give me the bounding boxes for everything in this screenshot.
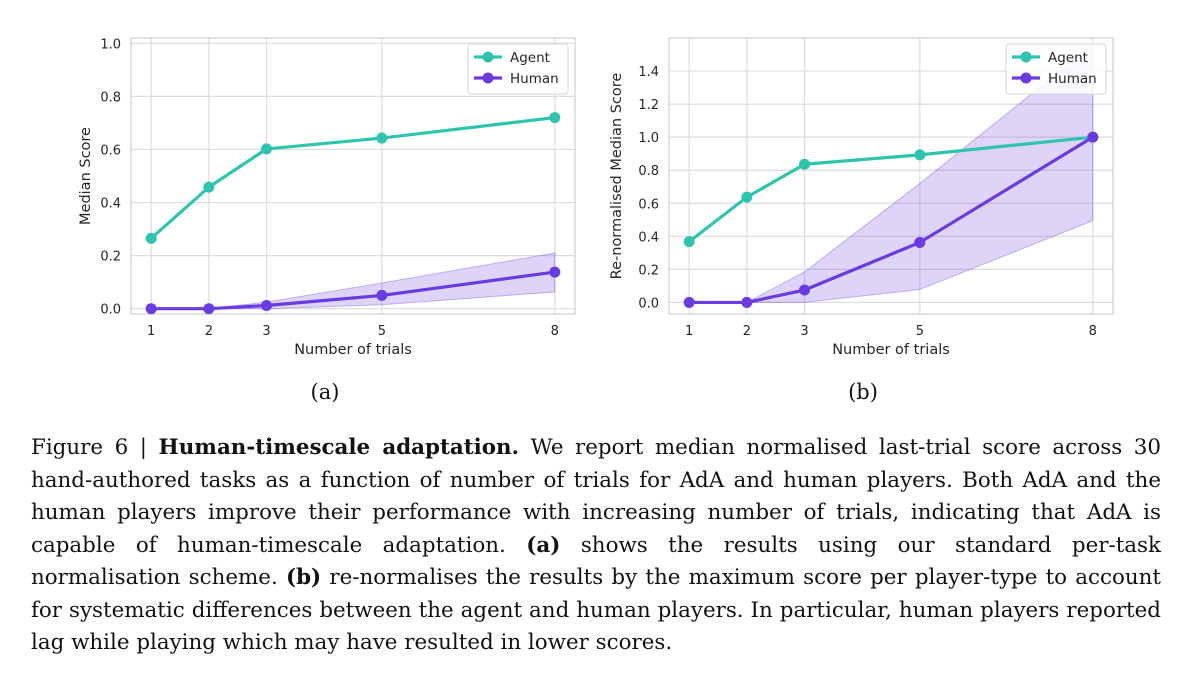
caption-text-2: shows the results using our standard per…	[31, 532, 1161, 591]
legend: Agent Human	[467, 43, 569, 95]
data-point-human	[741, 296, 753, 308]
caption-title: Human-timescale adaptation.	[158, 435, 520, 460]
legend-label-human: Human	[1048, 71, 1097, 87]
data-point-agent	[914, 149, 926, 161]
x-tick-label: 3	[262, 324, 270, 339]
y-axis-label: Re-normalised Median Score	[609, 73, 625, 280]
legend-marker-agent	[482, 51, 494, 63]
caption-text-3: re-normalises the results by the maximum…	[31, 565, 1162, 655]
x-tick-label: 3	[800, 324, 808, 339]
x-tick-label: 2	[205, 324, 213, 339]
legend-label-human: Human	[510, 71, 559, 87]
y-tick-label: 0.6	[100, 143, 121, 158]
plot-frame	[130, 37, 576, 315]
data-point-human	[261, 300, 273, 312]
subcaption-a: (a)	[310, 380, 340, 404]
x-tick-label: 8	[1089, 324, 1097, 339]
y-tick-label: 0.0	[638, 296, 659, 311]
caption-ref-b: (b)	[285, 565, 322, 590]
y-tick-label: 1.0	[638, 131, 659, 146]
data-point-agent	[683, 236, 695, 248]
data-point-agent	[741, 191, 753, 203]
legend-marker-human	[1020, 72, 1032, 84]
data-point-agent	[261, 143, 273, 155]
subcaption-b: (b)	[848, 380, 878, 404]
plot-frame	[668, 37, 1114, 315]
data-point-human	[1087, 131, 1099, 143]
y-tick-label: 0.6	[638, 197, 659, 212]
legend-label-agent: Agent	[1048, 50, 1088, 66]
x-axis-label: Number of trials	[832, 342, 950, 358]
legend-marker-agent	[1020, 51, 1032, 63]
y-tick-label: 0.8	[638, 164, 659, 179]
data-point-agent	[145, 232, 157, 244]
y-tick-label: 0.4	[100, 197, 121, 212]
x-tick-label: 1	[685, 324, 693, 339]
caption-figure-label: Figure 6 |	[31, 435, 159, 460]
y-tick-label: 0.8	[100, 90, 121, 105]
chart-panel-a: 1 2 3 5 8 0.0 0.2 0.4 0.6 0.8 1.0 Number of trials M…	[78, 37, 576, 358]
legend-marker-human	[482, 72, 494, 84]
caption-text-1: We report median normalised last-trial s…	[31, 435, 1161, 558]
data-point-human	[549, 266, 561, 278]
x-axis-label: Number of trials	[294, 342, 412, 358]
figure-caption: Figure 6 | Human-timescale adaptation. W…	[31, 432, 1161, 660]
y-tick-label: 1.0	[100, 37, 121, 52]
y-tick-label: 1.2	[638, 98, 659, 113]
data-point-human	[914, 236, 926, 248]
x-tick-label: 5	[378, 324, 386, 339]
data-point-human	[376, 289, 388, 301]
x-tick-label: 8	[551, 324, 559, 339]
x-tick-label: 5	[916, 324, 924, 339]
x-tick-label: 1	[147, 324, 155, 339]
data-point-human	[145, 303, 157, 315]
data-point-human	[683, 296, 695, 308]
y-tick-label: 0.2	[100, 250, 121, 265]
y-tick-label: 0.0	[100, 303, 121, 318]
data-point-agent	[203, 181, 215, 193]
data-point-agent	[799, 158, 811, 170]
y-tick-label: 0.4	[638, 230, 659, 245]
x-tick-label: 2	[743, 324, 751, 339]
caption-ref-a: (a)	[526, 532, 561, 558]
data-point-agent	[376, 132, 388, 144]
legend: Agent Human	[1005, 43, 1107, 95]
data-point-human	[799, 284, 811, 296]
legend-label-agent: Agent	[510, 50, 550, 66]
y-tick-label: 0.2	[638, 263, 659, 278]
data-point-human	[203, 303, 215, 315]
y-tick-label: 1.4	[638, 65, 659, 80]
data-point-agent	[549, 112, 561, 124]
y-axis-label: Median Score	[78, 127, 94, 225]
chart-panel-b: 1 2 3 5 8 0.0 0.2 0.4 0.6 0.8 1.0 1.2 1.4 Number of t…	[609, 37, 1114, 358]
